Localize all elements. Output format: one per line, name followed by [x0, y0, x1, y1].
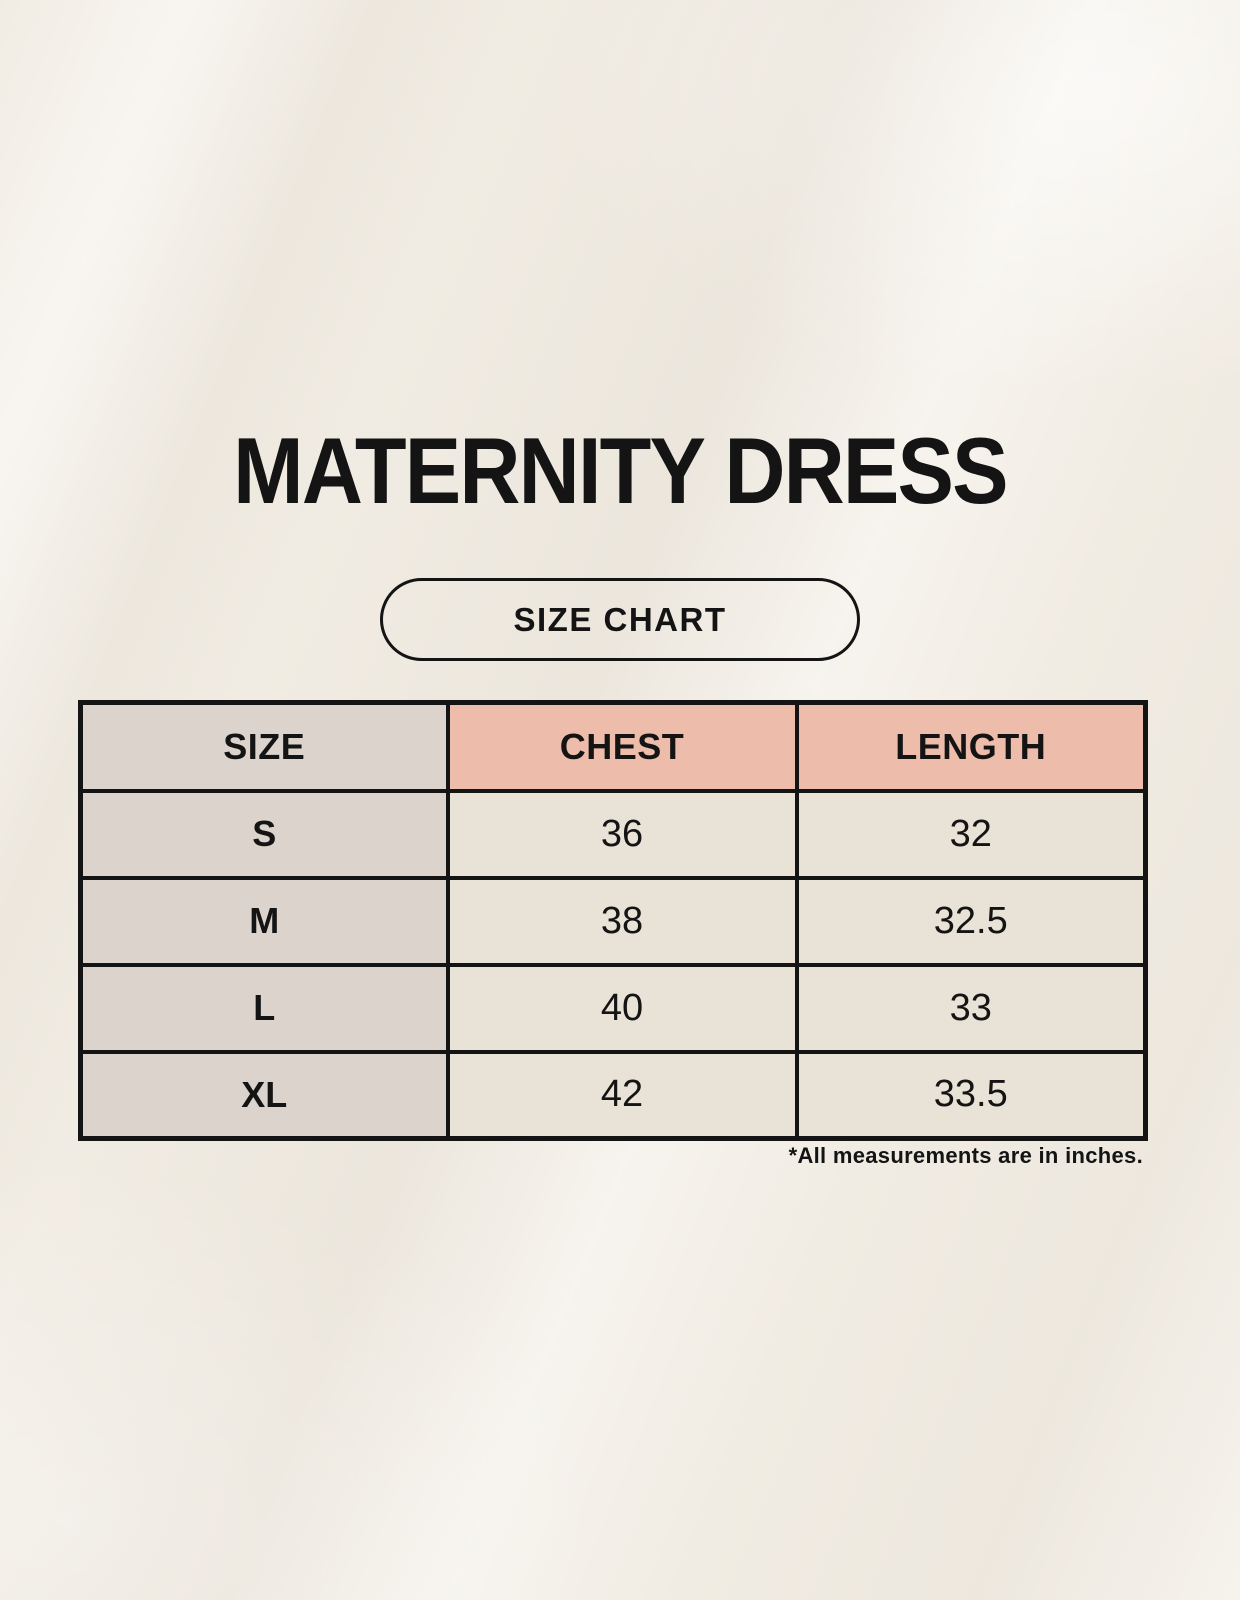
- size-chart-button-label: SIZE CHART: [513, 600, 727, 638]
- chest-value-s: 36: [445, 788, 799, 880]
- size-label-m: M: [78, 875, 450, 967]
- chest-value-m: 38: [445, 875, 799, 967]
- table-row: M 38 32.5: [78, 875, 1148, 967]
- length-value-m: 32.5: [794, 875, 1148, 967]
- length-value-s: 32: [794, 788, 1148, 880]
- size-label-s: S: [78, 788, 450, 880]
- measurements-footnote: *All measurements are in inches.: [788, 1143, 1143, 1168]
- length-value-l: 33: [794, 962, 1148, 1054]
- size-chart-button[interactable]: SIZE CHART: [380, 578, 860, 661]
- size-label-xl: XL: [78, 1049, 450, 1141]
- table-row: S 36 32: [78, 788, 1148, 880]
- table-row: XL 42 33.5: [78, 1049, 1148, 1141]
- table-header-row: SIZE CHEST LENGTH: [78, 700, 1148, 793]
- size-chart-table: SIZE CHEST LENGTH S 36 32 M 38 32.5 L 40…: [78, 700, 1148, 1141]
- chest-value-xl: 42: [445, 1049, 799, 1141]
- table-row: L 40 33: [78, 962, 1148, 1054]
- column-header-length: LENGTH: [794, 700, 1148, 793]
- page-title: MATERNITY DRESS: [233, 418, 1008, 523]
- column-header-size: SIZE: [78, 700, 450, 793]
- length-value-xl: 33.5: [794, 1049, 1148, 1141]
- chest-value-l: 40: [445, 962, 799, 1054]
- column-header-chest: CHEST: [445, 700, 799, 793]
- size-label-l: L: [78, 962, 450, 1054]
